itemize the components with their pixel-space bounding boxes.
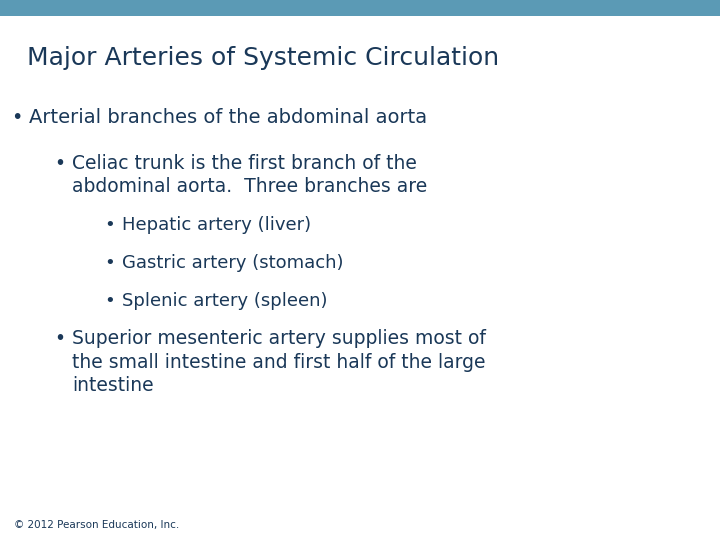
Text: •: • xyxy=(104,292,115,309)
Text: Celiac trunk is the first branch of the
abdominal aorta.  Three branches are: Celiac trunk is the first branch of the … xyxy=(72,154,427,197)
Text: •: • xyxy=(11,108,22,127)
Text: •: • xyxy=(54,329,65,348)
Text: Arterial branches of the abdominal aorta: Arterial branches of the abdominal aorta xyxy=(29,108,427,127)
Text: Gastric artery (stomach): Gastric artery (stomach) xyxy=(122,254,344,272)
FancyBboxPatch shape xyxy=(0,0,720,16)
Text: •: • xyxy=(104,216,115,234)
Text: Superior mesenteric artery supplies most of
the small intestine and first half o: Superior mesenteric artery supplies most… xyxy=(72,329,486,395)
Text: •: • xyxy=(54,154,65,173)
Text: •: • xyxy=(104,254,115,272)
Text: © 2012 Pearson Education, Inc.: © 2012 Pearson Education, Inc. xyxy=(14,520,180,530)
Text: Splenic artery (spleen): Splenic artery (spleen) xyxy=(122,292,328,309)
Text: Major Arteries of Systemic Circulation: Major Arteries of Systemic Circulation xyxy=(27,46,500,70)
Text: Hepatic artery (liver): Hepatic artery (liver) xyxy=(122,216,312,234)
